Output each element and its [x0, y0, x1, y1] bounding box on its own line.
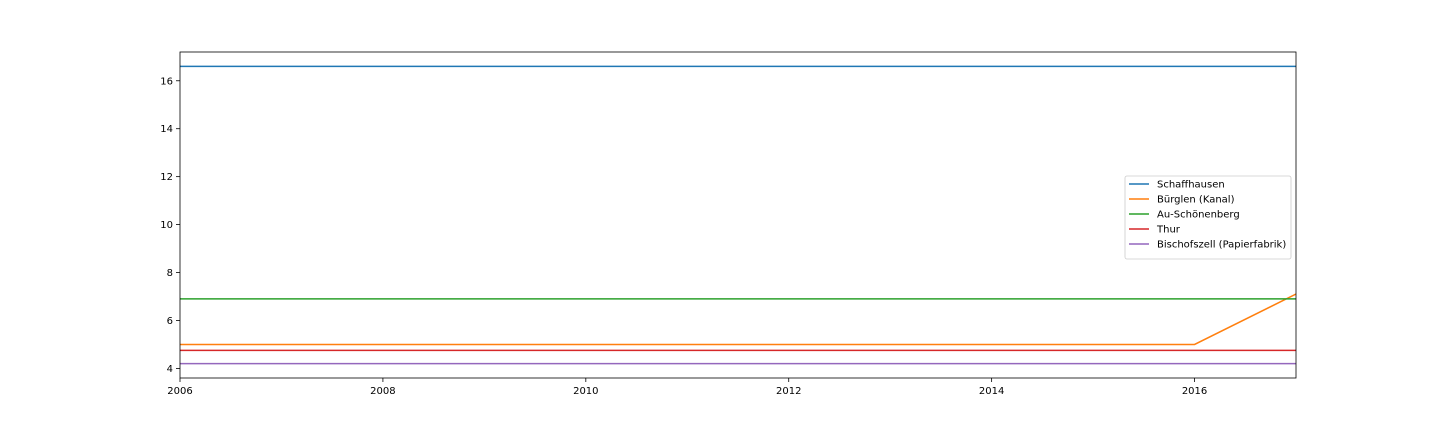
y-tick-label: 12	[160, 172, 173, 183]
y-tick-label: 6	[167, 316, 173, 327]
x-tick-label: 2016	[1182, 386, 1207, 397]
plot-area-frame	[179, 51, 1297, 379]
legend-label: Bischofszell (Papierfabrik)	[1157, 240, 1286, 251]
x-tick-label: 2008	[370, 386, 395, 397]
legend-label: Thur	[1156, 225, 1181, 236]
series-layer	[180, 65, 1296, 365]
series-line-1	[180, 293, 1296, 346]
legend-label: Au-Schönenberg	[1157, 210, 1240, 221]
legend: Schaffhausen Bürglen (Kanal) Au-Schönenber…	[1124, 175, 1292, 260]
y-tick-label: 14	[160, 124, 173, 135]
x-tick-label: 2012	[776, 386, 801, 397]
x-tick-label: 2006	[167, 386, 192, 397]
y-tick-label: 16	[160, 76, 173, 87]
y-axis: 4 6 8 10 12 14 16	[160, 76, 180, 375]
legend-label: Schaffhausen	[1157, 180, 1225, 191]
y-tick-label: 10	[160, 220, 173, 231]
x-axis: 2006 2008 2010 2012 2014 2016	[167, 378, 1207, 397]
legend-frame	[1124, 175, 1292, 260]
x-tick-label: 2010	[573, 386, 598, 397]
y-tick-label: 4	[167, 364, 173, 375]
x-tick-label: 2014	[979, 386, 1004, 397]
legend-label: Bürglen (Kanal)	[1157, 195, 1235, 206]
y-tick-label: 8	[167, 268, 173, 279]
